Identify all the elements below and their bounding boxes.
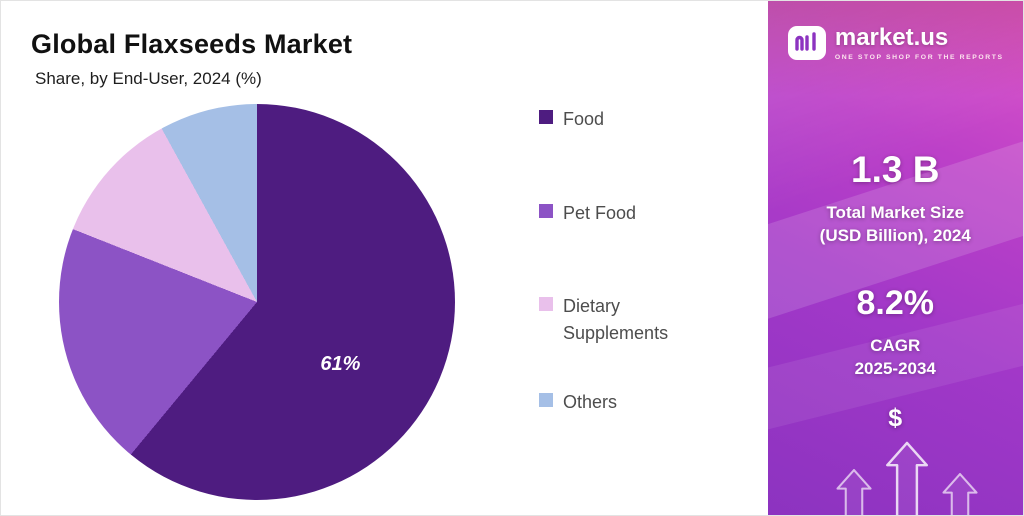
cagr-label-line2: 2025-2034	[854, 359, 936, 378]
legend-label-others: Others	[563, 392, 618, 412]
growth-arrow-icon	[885, 441, 928, 515]
legend-label-food: Food	[563, 109, 605, 129]
legend-item-food: Food	[539, 106, 693, 133]
market-size-value: 1.3 B	[851, 149, 940, 190]
cagr-value: 8.2%	[856, 284, 935, 322]
growth-arrow-icon	[941, 473, 978, 515]
legend-swatch-pet-food	[539, 204, 553, 218]
pie-chart-wrap: 61%	[59, 104, 455, 500]
market-us-logo-icon	[787, 26, 826, 60]
pie-data-label: 61%	[320, 353, 361, 376]
logo-text-block: market.us ONE STOP SHOP FOR THE REPORTS	[834, 24, 1004, 62]
market-size-label-line2: (USD Billion), 2024	[819, 226, 971, 245]
dollar-icon: $	[888, 404, 903, 432]
legend-item-others: Others	[539, 389, 693, 416]
legend-swatch-food	[539, 110, 553, 124]
cagr-label-line1: CAGR	[870, 336, 921, 355]
legend-item-dietary-supplements: Dietary Supplements	[539, 293, 693, 347]
market-size-label-line1: Total Market Size	[826, 203, 965, 222]
pie-chart	[59, 104, 455, 500]
legend-label-pet-food: Pet Food	[563, 203, 637, 223]
logo-tagline: ONE STOP SHOP FOR THE REPORTS	[834, 54, 1004, 61]
legend-swatch-others	[539, 393, 553, 407]
brand-logo: market.us ONE STOP SHOP FOR THE REPORTS	[768, 25, 1024, 63]
legend-label-dietary-supplements: Dietary Supplements	[563, 296, 669, 343]
promo-panel: market.us ONE STOP SHOP FOR THE REPORTS …	[767, 1, 1024, 515]
chart-subtitle: Share, by End-User, 2024 (%)	[35, 69, 262, 88]
legend-swatch-dietary-supplements	[539, 297, 553, 311]
page-title: Global Flaxseeds Market	[31, 29, 353, 59]
logo-wordmark: market.us	[834, 24, 949, 51]
growth-arrow-icon	[835, 469, 872, 515]
legend-item-pet-food: Pet Food	[539, 200, 693, 227]
chart-section: Global Flaxseeds Market Share, by End-Us…	[1, 1, 768, 515]
market-size-label: Total Market Size (USD Billion), 2024	[768, 201, 1024, 247]
cagr-label: CAGR 2025-2034	[768, 334, 1024, 380]
